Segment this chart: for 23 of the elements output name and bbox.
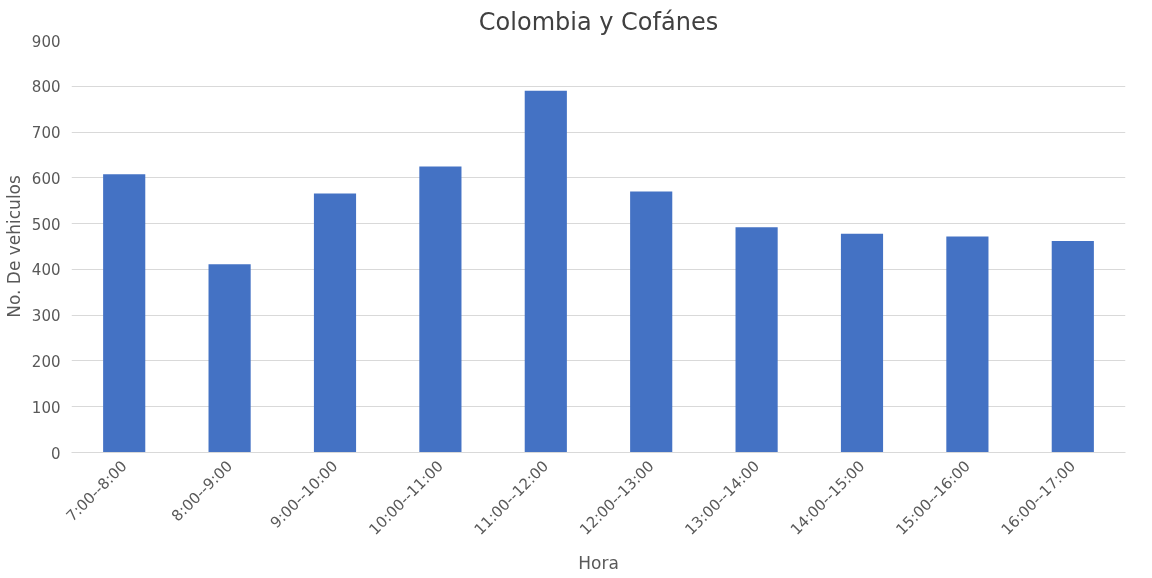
y-tick-label: 0 — [50, 444, 61, 463]
bar — [630, 191, 673, 453]
y-tick-label: 100 — [31, 398, 61, 417]
bar — [419, 166, 462, 453]
bar — [735, 227, 778, 453]
bar — [313, 193, 357, 453]
chart-title: Colombia y Cofánes — [478, 7, 719, 36]
bar — [103, 174, 146, 453]
y-tick-label: 200 — [31, 352, 61, 371]
y-tick-label: 600 — [31, 169, 61, 188]
x-axis-title: Hora — [578, 553, 619, 574]
y-tick-label: 800 — [31, 78, 61, 97]
bar — [1051, 241, 1094, 453]
y-tick-label: 500 — [31, 215, 61, 234]
bar — [946, 236, 989, 453]
bar — [524, 90, 567, 453]
bar — [208, 264, 251, 453]
y-tick-label: 700 — [31, 124, 61, 143]
y-tick-label: 900 — [31, 32, 61, 51]
bar — [840, 233, 884, 453]
y-tick-label: 300 — [31, 307, 61, 326]
y-tick-label: 400 — [31, 261, 61, 280]
y-axis-title: No. De vehiculos — [3, 175, 24, 318]
